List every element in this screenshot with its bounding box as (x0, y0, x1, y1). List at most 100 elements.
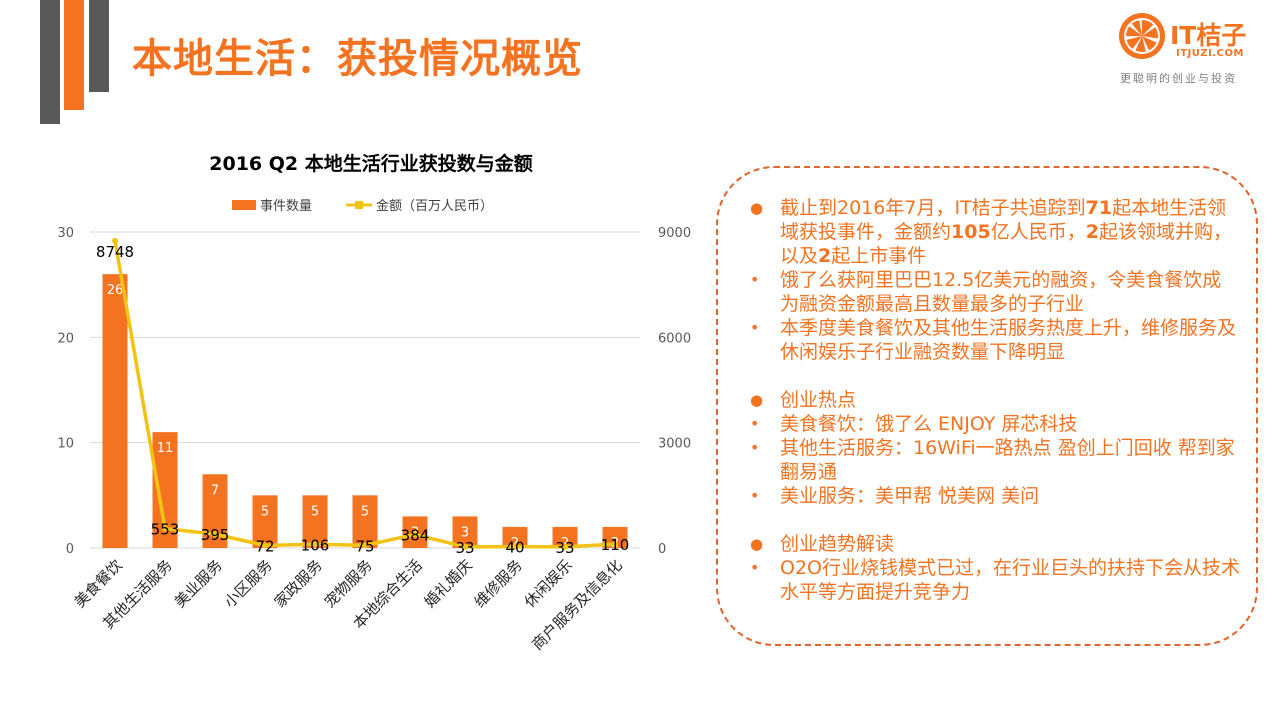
amount-value-label: 395 (201, 526, 230, 544)
summary-text: 饿了么获阿里巴巴12.5亿美元的融资，令美食餐饮成为融资金额最高且数量最多的子行… (780, 269, 1222, 315)
amount-point-5 (312, 541, 318, 548)
summary-text: 创业热点 (780, 389, 857, 411)
amount-point-10 (562, 543, 568, 550)
bullet-small-icon: • (750, 486, 760, 505)
brand-tagline: 更聪明的创业与投资 (1120, 72, 1237, 85)
category-label: 家政服务 (271, 556, 326, 611)
y-right-tick-label: 6000 (658, 331, 691, 346)
amount-point-6 (362, 542, 368, 549)
summary-text: 起本地生活领域获投事件，金额约 (780, 197, 1227, 243)
bar-6 (352, 495, 378, 548)
legend-bar-label: 事件数量 (260, 199, 312, 214)
category-label: 美业服务 (171, 556, 226, 611)
chart-title: 2016 Q2 本地生活行业获投数与金额 (209, 152, 532, 175)
summary-text: 截止到2016年7月，IT桔子共追踪到 (780, 197, 1086, 219)
orange-slice-icon (1119, 13, 1165, 59)
summary-item: • 其他生活服务：16WiFi一路热点 盈创上门回收 帮到家 翻易通 (750, 436, 1240, 484)
y-right-tick-label: 0 (658, 542, 666, 557)
bar-value-label: 26 (107, 283, 124, 298)
summary-text: 亿人民币， (990, 221, 1086, 243)
decor-bar-dark-right (89, 0, 109, 92)
amount-value-label: 33 (455, 539, 474, 557)
summary-text: 本季度美食餐饮及其他生活服务热度上升，维修服务及休闲娱乐子行业融资数量下降明显 (780, 317, 1237, 363)
bullet-small-icon: • (750, 414, 760, 433)
bullet-small-icon: • (750, 558, 760, 577)
bullet-dot-icon: ● (750, 199, 764, 217)
decor-bar-orange (64, 0, 84, 110)
bar-value-label: 11 (157, 441, 174, 456)
summary-item: • 美业服务：美甲帮 悦美网 美问 (750, 484, 1240, 508)
bullet-dot-icon: ● (750, 535, 764, 553)
bar-10 (552, 526, 578, 548)
brand-name: IT桔子 (1170, 21, 1247, 50)
highlight-number: 105 (951, 221, 991, 243)
bar-value-label: 5 (261, 504, 269, 519)
summary-item: • O2O行业烧钱模式已过，在行业巨头的扶持下会从技术水平等方面提升竞争力 (750, 556, 1240, 604)
category-label: 小区服务 (221, 556, 276, 611)
legend-bar-swatch (232, 200, 256, 210)
summary-item: • 饿了么获阿里巴巴12.5亿美元的融资，令美食餐饮成为融资金额最高且数量最多的子… (750, 268, 1240, 316)
y-left-tick-label: 20 (57, 331, 74, 346)
summary-bullets: ● 截止到2016年7月，IT桔子共追踪到71起本地生活领域获投事件，金额约105… (750, 196, 1240, 604)
highlight-number: 2 (818, 245, 832, 267)
amount-value-label: 8748 (96, 243, 134, 261)
decor-bar-dark-left (40, 0, 60, 124)
page-title: 本地生活：获投情况概览 (132, 36, 583, 82)
summary-text: 其他生活服务：16WiFi一路热点 盈创上门回收 帮到家 翻易通 (780, 437, 1235, 483)
amount-point-3 (212, 531, 218, 538)
y-left-tick-label: 10 (57, 437, 74, 452)
summary-text: 美业服务：美甲帮 悦美网 美问 (780, 485, 1040, 507)
bar-value-label: 2 (561, 536, 569, 551)
summary-heading: ● 创业热点 (750, 388, 1240, 412)
y-left-tick-label: 0 (66, 542, 74, 557)
bullet-small-icon: • (750, 438, 760, 457)
amount-point-9 (512, 543, 518, 550)
summary-text: 创业趋势解读 (780, 533, 895, 555)
bar-9 (502, 526, 528, 548)
amount-point-2 (162, 525, 168, 532)
amount-value-label: 110 (601, 536, 630, 554)
amount-point-8 (462, 543, 468, 550)
bullet-small-icon: • (750, 318, 760, 337)
amount-point-1 (112, 237, 118, 244)
legend-line-label: 金额（百万人民币） (376, 198, 493, 214)
summary-heading: ● 截止到2016年7月，IT桔子共追踪到71起本地生活领域获投事件，金额约105… (750, 196, 1240, 268)
bullet-dot-icon: ● (750, 391, 764, 409)
category-label: 婚礼婚庆 (421, 556, 476, 611)
category-label: 维修服务 (471, 556, 526, 611)
summary-text: 美食餐饮：饿了么 ENJOY 屏芯科技 (780, 413, 1078, 435)
amount-value-label: 75 (355, 537, 374, 555)
bar-value-label: 7 (211, 483, 219, 498)
y-right-tick-label: 9000 (658, 226, 691, 241)
y-right-tick-label: 3000 (658, 437, 691, 452)
section-gap (750, 508, 1240, 532)
summary-heading: ● 创业趋势解读 (750, 532, 1240, 556)
bar-5 (302, 495, 328, 548)
amount-point-11 (612, 541, 618, 548)
summary-item: • 美食餐饮：饿了么 ENJOY 屏芯科技 (750, 412, 1240, 436)
category-label: 商户服务及信息化 (528, 556, 626, 654)
summary-text: 起上市事件 (831, 245, 927, 267)
bar-value-label: 5 (311, 504, 319, 519)
bar-value-label: 3 (461, 525, 469, 540)
summary-item: • 本季度美食餐饮及其他生活服务热度上升，维修服务及休闲娱乐子行业融资数量下降明显 (750, 316, 1240, 364)
bullet-small-icon: • (750, 270, 760, 289)
highlight-number: 2 (1085, 221, 1099, 243)
amount-value-label: 106 (301, 536, 330, 554)
amount-point-7 (412, 531, 418, 538)
amount-value-label: 33 (555, 539, 574, 557)
amount-value-label: 72 (255, 537, 274, 555)
bar-1 (102, 274, 128, 548)
brand-domain: ITJUZI.COM (1176, 48, 1244, 59)
legend-line-marker (355, 201, 363, 209)
summary-panel (716, 166, 1258, 646)
amount-value-label: 40 (505, 539, 524, 557)
brand-logo: IT桔子 ITJUZI.COM 更聪明的创业与投资 (1118, 12, 1258, 92)
bar-value-label: 5 (361, 504, 369, 519)
summary-text: 起该领域并购，以及 (780, 221, 1232, 267)
y-left-tick-label: 30 (57, 226, 74, 241)
bar-4 (252, 495, 278, 548)
section-gap (750, 364, 1240, 388)
highlight-number: 71 (1085, 197, 1113, 219)
